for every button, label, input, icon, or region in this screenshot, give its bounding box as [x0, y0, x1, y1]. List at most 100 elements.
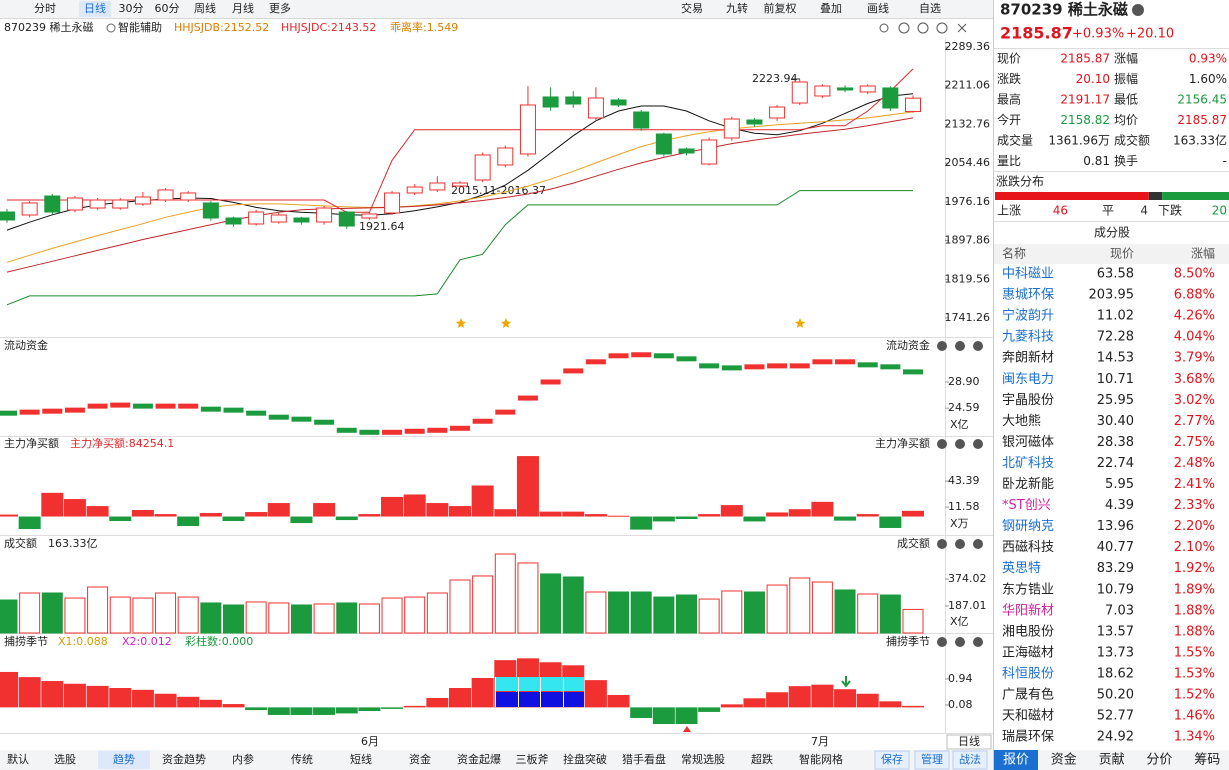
toolbar-action[interactable]: 前复权 — [764, 1, 797, 15]
panel-icon[interactable] — [937, 539, 947, 549]
bar — [358, 707, 381, 712]
side-tab[interactable]: 贡献 — [1099, 753, 1125, 768]
tool-icon[interactable] — [898, 22, 910, 34]
tool-icon[interactable] — [936, 22, 948, 34]
stock-name[interactable]: *ST创兴 — [1002, 498, 1051, 513]
side-tab[interactable]: 筹码 — [1194, 752, 1220, 768]
stat-value: 2156.45 — [1177, 93, 1227, 107]
stock-name[interactable]: 科恒股份 — [1002, 666, 1054, 681]
bar — [222, 704, 245, 708]
action-button-bg[interactable] — [914, 750, 950, 770]
bottom-tab[interactable]: 猎手看盘 — [622, 752, 666, 766]
stock-name[interactable]: 正海磁材 — [1002, 645, 1054, 660]
bottom-tab[interactable]: 选股 — [54, 753, 76, 766]
stock-name[interactable]: 瑞晨环保 — [1002, 730, 1054, 745]
bottom-tab[interactable]: 趋势 — [113, 753, 135, 766]
stock-name[interactable]: 闽东电力 — [1002, 372, 1054, 387]
bottom-tab[interactable]: 传统 — [291, 753, 313, 766]
stock-name[interactable]: 九菱科技 — [1002, 330, 1054, 345]
panel-icon[interactable] — [973, 637, 983, 647]
stock-name[interactable]: 华阳新材 — [1002, 602, 1054, 618]
period-label[interactable]: 日线 — [958, 734, 980, 748]
panel-icon[interactable] — [937, 637, 947, 647]
volume-bar — [64, 597, 86, 634]
bottom-tab[interactable]: 默认 — [7, 753, 29, 766]
bottom-tab[interactable]: 智能网格 — [799, 752, 843, 766]
period-box[interactable] — [946, 734, 992, 750]
bar — [471, 485, 494, 517]
bottom-tab[interactable]: 资金趋势 — [162, 752, 206, 766]
panel-icon[interactable] — [973, 439, 983, 449]
toolbar-tab[interactable]: 周线 — [194, 1, 216, 15]
tab-active-bg — [79, 1, 111, 17]
bar — [313, 503, 336, 517]
bottom-tab[interactable]: 常规选股 — [681, 752, 725, 766]
toolbar-tab[interactable]: 分时 — [34, 2, 56, 15]
toolbar-action[interactable]: 交易 — [681, 1, 703, 15]
stock-name[interactable]: 大地熊 — [1002, 413, 1041, 429]
toolbar-tab[interactable]: 30分 — [119, 2, 144, 15]
stock-name[interactable]: 钢研纳克 — [1002, 519, 1054, 534]
panel-icon[interactable] — [955, 539, 965, 549]
stock-name[interactable]: 北矿科技 — [1002, 456, 1054, 471]
stock-name[interactable]: 湘电股份 — [1002, 624, 1054, 639]
assist-icon — [106, 23, 116, 33]
side-tab[interactable]: 分价 — [1146, 753, 1172, 768]
bottom-tab[interactable]: 超跌 — [751, 752, 773, 766]
toolbar-tab[interactable]: 月线 — [232, 1, 254, 15]
bar — [403, 494, 426, 517]
action-button-bg[interactable] — [952, 750, 988, 770]
bottom-tab[interactable]: 三板斧 — [516, 752, 549, 766]
toolbar-action[interactable]: 九转 — [726, 1, 748, 15]
bottom-tab[interactable]: 资金 — [409, 752, 431, 766]
bottom-tab[interactable]: 内参 — [232, 752, 254, 766]
stock-name[interactable]: 天和磁材 — [1002, 709, 1054, 724]
tool-icon[interactable] — [917, 22, 929, 34]
stock-name[interactable]: 中科磁业 — [1002, 267, 1054, 282]
stock-name[interactable]: 宇晶股份 — [1002, 393, 1054, 408]
tool-icon[interactable] — [879, 23, 889, 33]
toolbar-action[interactable]: 画线 — [867, 1, 889, 15]
action-button[interactable]: 管理 — [921, 752, 943, 766]
bottom-tab[interactable]: 短线 — [350, 752, 372, 766]
stock-name[interactable]: 惠城环保 — [1002, 288, 1054, 303]
panel-icon[interactable] — [973, 539, 983, 549]
toolbar-tab[interactable]: 60分 — [155, 2, 180, 15]
bottom-tab[interactable]: 拴盘突破 — [563, 752, 607, 766]
bar — [856, 514, 879, 517]
stock-name[interactable]: 东方锆业 — [1002, 581, 1054, 597]
stock-change: 1.53% — [1174, 666, 1215, 681]
distribution-label: 上涨 — [997, 203, 1021, 218]
action-button-bg[interactable] — [874, 750, 910, 770]
bottom-tab[interactable]: 资金起爆 — [457, 752, 501, 766]
action-button[interactable]: 战法 — [959, 752, 981, 766]
side-tab[interactable]: 资金 — [1051, 752, 1077, 768]
bar — [154, 514, 177, 517]
volume-bar — [879, 594, 901, 634]
assist-label[interactable]: 智能辅助 — [118, 20, 162, 34]
toolbar-action[interactable]: 自选 — [919, 2, 941, 15]
panel-icon[interactable] — [955, 439, 965, 449]
toolbar-action[interactable]: 叠加 — [820, 2, 842, 15]
stock-name[interactable]: 奔朗新材 — [1002, 350, 1054, 366]
bar — [199, 513, 222, 517]
info-icon[interactable] — [1132, 4, 1144, 16]
panel-icon[interactable] — [937, 439, 947, 449]
panel-icon[interactable] — [937, 341, 947, 351]
toolbar-tab[interactable]: 更多 — [269, 1, 291, 15]
stock-name[interactable]: 英思特 — [1002, 561, 1041, 576]
panel-icon[interactable] — [973, 341, 983, 351]
close-icon[interactable] — [957, 23, 967, 33]
stock-name[interactable]: 广晟有色 — [1002, 687, 1054, 703]
panel-icon[interactable] — [955, 341, 965, 351]
stock-name[interactable]: 银河磁体 — [1002, 435, 1054, 450]
stock-name[interactable]: 宁波韵升 — [1002, 308, 1054, 324]
flow-dash — [246, 410, 267, 416]
stat-label: 现价 — [997, 52, 1021, 66]
action-button[interactable]: 保存 — [881, 752, 903, 766]
side-tab[interactable]: 报价 — [1003, 753, 1029, 768]
stock-name[interactable]: 卧龙新能 — [1002, 476, 1054, 492]
toolbar-tab[interactable]: 日线 — [84, 1, 106, 15]
panel-icon[interactable] — [955, 637, 965, 647]
stock-name[interactable]: 西磁科技 — [1002, 540, 1054, 555]
